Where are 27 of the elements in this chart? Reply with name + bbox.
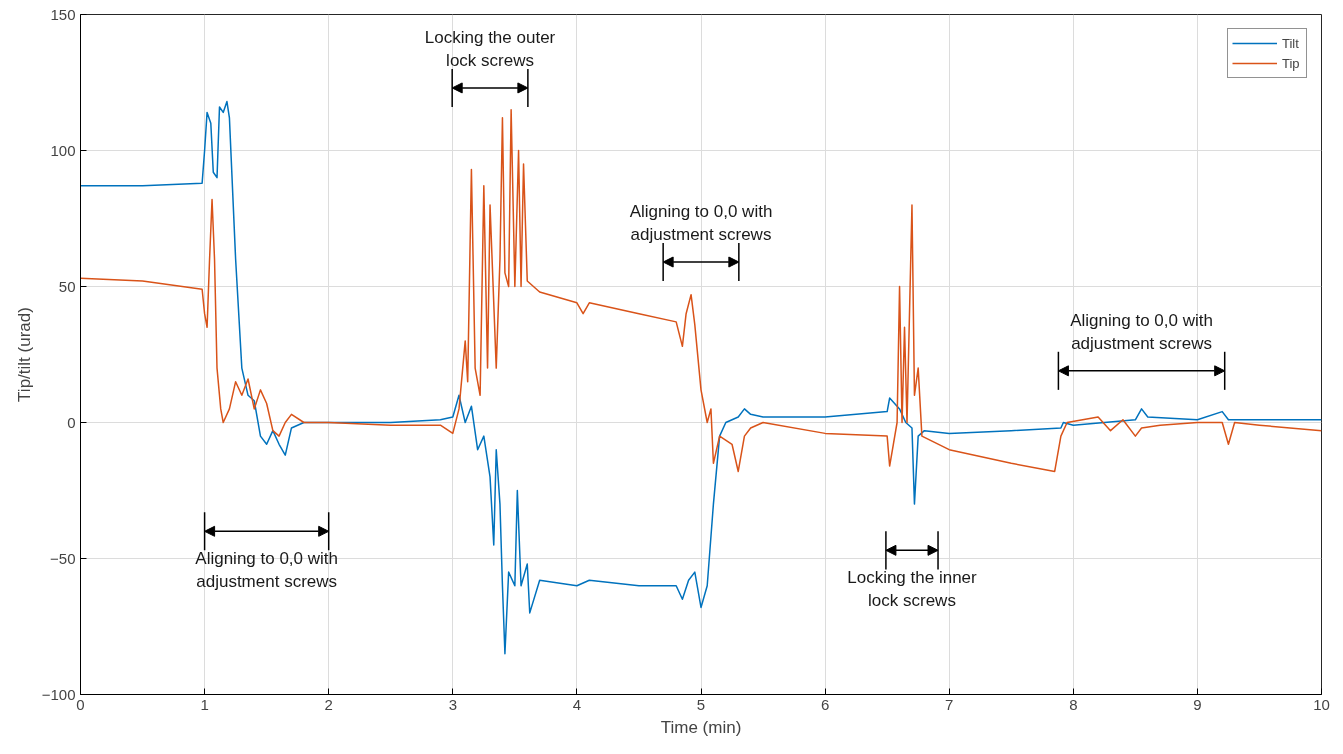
x-tick-label: 6 bbox=[820, 695, 830, 713]
line-series bbox=[80, 108, 1322, 473]
y-tick-label: −100 bbox=[41, 685, 76, 703]
x-tick-label: 2 bbox=[324, 695, 333, 713]
annotation: Aligning to 0,0 with adjustment screws bbox=[195, 549, 338, 592]
x-tick-label: 4 bbox=[572, 695, 582, 713]
y-axis-title: Tip/tilt (urad) bbox=[14, 307, 34, 402]
x-tick-label: 9 bbox=[1193, 695, 1202, 713]
y-tick-label: 150 bbox=[50, 5, 76, 23]
x-tick-label: 1 bbox=[200, 695, 209, 713]
line-series bbox=[80, 100, 1322, 655]
y-tick-label: 0 bbox=[67, 413, 76, 431]
y-tick-label: −50 bbox=[50, 549, 76, 567]
y-tick-label: 50 bbox=[58, 277, 76, 295]
x-tick-label: 8 bbox=[1069, 695, 1078, 713]
legend-label: Tip bbox=[1282, 55, 1301, 71]
x-tick-label: 3 bbox=[448, 695, 457, 713]
y-tick-label: 100 bbox=[50, 141, 76, 159]
annotation: Locking the inner lock screws bbox=[847, 568, 978, 611]
x-axis-title: Time (min) bbox=[660, 717, 742, 737]
x-tick-label: 10 bbox=[1313, 695, 1330, 713]
legend-label: Tilt bbox=[1282, 35, 1300, 51]
annotation: Aligning to 0,0 with adjustment screws bbox=[629, 202, 773, 245]
x-tick-label: 5 bbox=[696, 695, 706, 713]
annotation: Aligning to 0,0 with adjustment screws bbox=[1070, 311, 1213, 353]
annotation: Locking the outer lock screws bbox=[424, 28, 556, 70]
x-tick-label: 7 bbox=[945, 695, 954, 713]
